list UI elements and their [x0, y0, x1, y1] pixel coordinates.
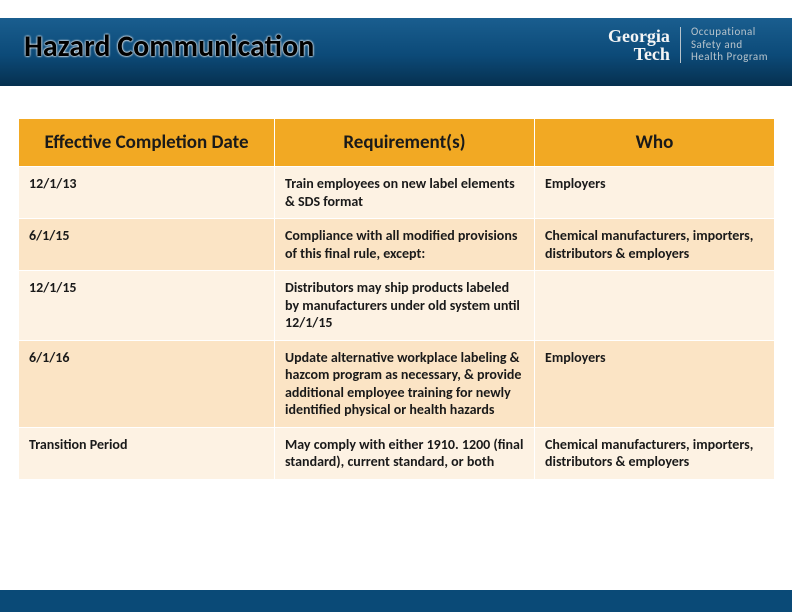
table-row: 12/1/15 Distributors may ship products l…	[19, 271, 775, 341]
slide-title: Hazard Communication	[24, 28, 314, 65]
col-header-who: Who	[535, 119, 775, 167]
logo-osh-line2: Safety and	[691, 38, 743, 51]
cell-date: 6/1/15	[19, 219, 275, 271]
cell-date: Transition Period	[19, 427, 275, 479]
col-header-date: Effective Completion Date	[19, 119, 275, 167]
cell-requirement: Train employees on new label elements & …	[275, 167, 535, 219]
logo-osh-line3: Health Program	[691, 50, 768, 63]
compliance-table-wrap: Effective Completion Date Requirement(s)…	[18, 118, 774, 480]
cell-date: 12/1/13	[19, 167, 275, 219]
logo-text-georgia: Georgia	[608, 26, 670, 46]
cell-who: Chemical manufacturers, importers, distr…	[535, 427, 775, 479]
logo-osh-line1: Occupational	[691, 25, 756, 38]
footer-band	[0, 590, 792, 612]
cell-requirement: Compliance with all modified provisions …	[275, 219, 535, 271]
logo-block: Georgia Tech Occupational Safety and Hea…	[608, 26, 768, 64]
cell-requirement: Distributors may ship products labeled b…	[275, 271, 535, 341]
table-row: Transition Period May comply with either…	[19, 427, 775, 479]
logo-georgia-tech: Georgia Tech	[608, 27, 670, 63]
slide-header: Hazard Communication Georgia Tech Occupa…	[0, 0, 792, 86]
cell-requirement: May comply with either 1910. 1200 (final…	[275, 427, 535, 479]
table-row: 6/1/15 Compliance with all modified prov…	[19, 219, 775, 271]
cell-who: Employers	[535, 340, 775, 427]
compliance-table: Effective Completion Date Requirement(s)…	[18, 118, 775, 480]
cell-date: 6/1/16	[19, 340, 275, 427]
cell-who	[535, 271, 775, 341]
logo-divider	[680, 27, 681, 63]
table-row: 12/1/13 Train employees on new label ele…	[19, 167, 775, 219]
table-header-row: Effective Completion Date Requirement(s)…	[19, 119, 775, 167]
cell-who: Employers	[535, 167, 775, 219]
logo-text-tech: Tech	[634, 44, 670, 64]
table-row: 6/1/16 Update alternative workplace labe…	[19, 340, 775, 427]
logo-osh-program: Occupational Safety and Health Program	[691, 26, 768, 64]
cell-who: Chemical manufacturers, importers, distr…	[535, 219, 775, 271]
cell-date: 12/1/15	[19, 271, 275, 341]
cell-requirement: Update alternative workplace labeling & …	[275, 340, 535, 427]
col-header-requirement: Requirement(s)	[275, 119, 535, 167]
